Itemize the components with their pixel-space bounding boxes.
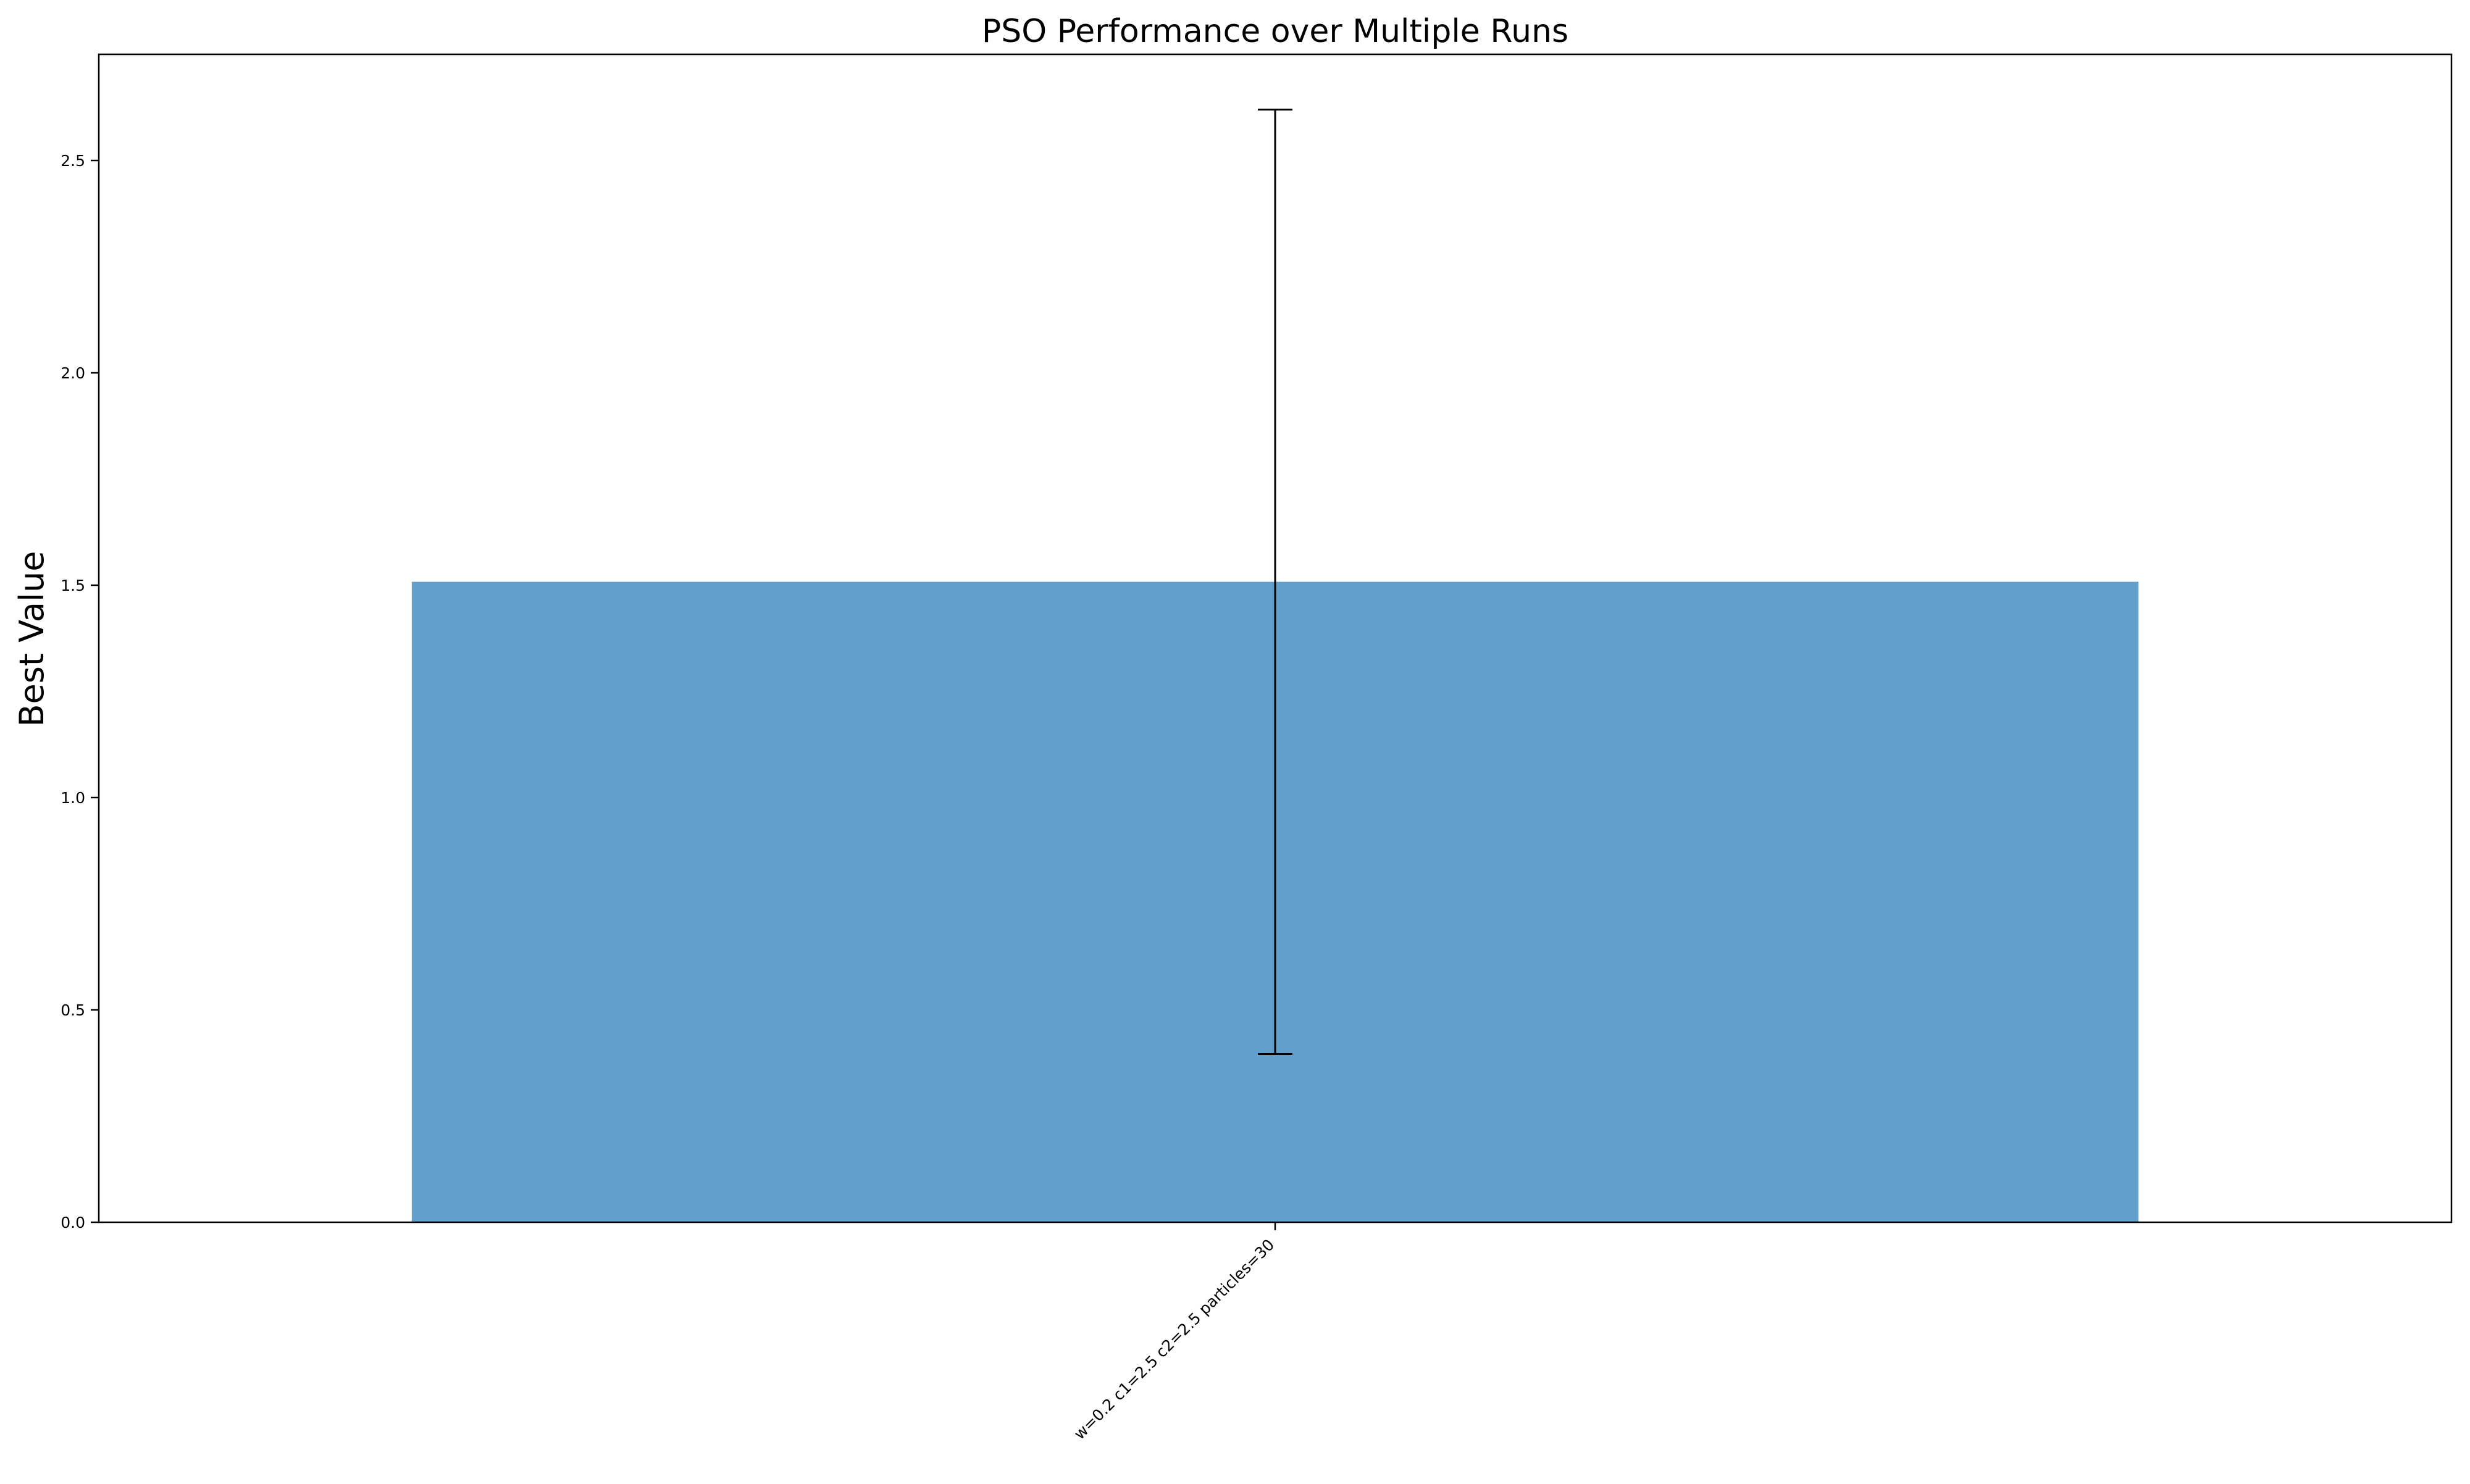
y-tick-label: 2.5 <box>61 152 85 170</box>
x-tick-label: w=0.2 c1=2.5 c2=2.5 particles=30 <box>1071 1236 1278 1443</box>
x-axis-ticks: w=0.2 c1=2.5 c2=2.5 particles=30 <box>1071 1222 1278 1443</box>
chart-title: PSO Performance over Multiple Runs <box>982 13 1568 50</box>
error-bars-layer <box>1258 108 1292 1056</box>
y-tick-label: 1.5 <box>61 577 85 594</box>
y-tick-label: 0.5 <box>61 1001 85 1019</box>
plot-frame <box>98 53 2453 1223</box>
y-tick-label: 1.0 <box>61 789 85 807</box>
y-axis-label: Best Value <box>12 551 51 727</box>
y-axis-ticks: 0.0 0.5 1.0 1.5 2.0 2.5 <box>61 152 99 1232</box>
y-tick-label: 2.0 <box>61 364 85 382</box>
y-tick-label: 0.0 <box>61 1214 85 1232</box>
